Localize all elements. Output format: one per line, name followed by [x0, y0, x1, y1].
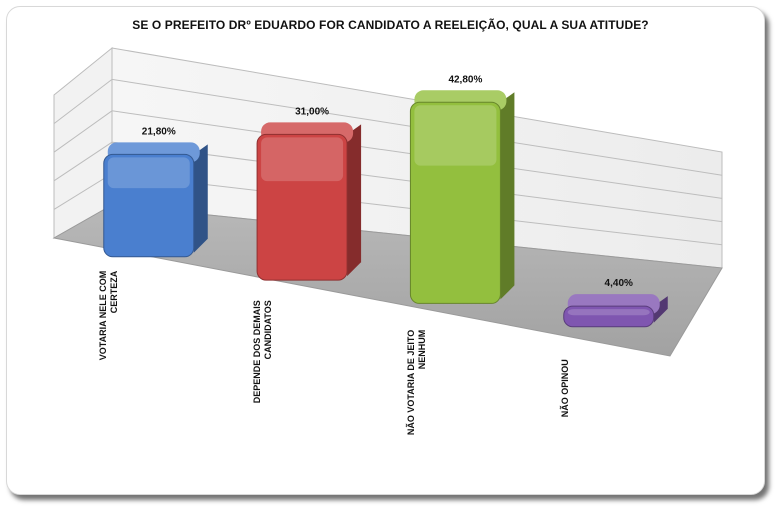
data-labels: 21,80% 31,00% 42,80% 4,40% — [142, 74, 633, 289]
bar-highlight — [567, 309, 650, 316]
category-label: VOTARIA NELE COMCERTEZA — [98, 270, 119, 360]
category-labels: VOTARIA NELE COMCERTEZA DEPENDE DOS DEMAI… — [98, 270, 570, 435]
category-label-line: CANDIDATOS — [263, 300, 273, 359]
category-label-line: DEPENDE DOS DEMAIS — [252, 300, 262, 403]
data-label: 42,80% — [448, 74, 482, 85]
bar-highlight — [414, 105, 497, 166]
chart-title: SE O PREFEITO DRº EDUARDO FOR CANDIDATO … — [132, 18, 649, 32]
bar-3 — [563, 294, 668, 328]
bar-side — [193, 144, 208, 253]
category-label-line: NÃO OPINOU — [560, 359, 570, 417]
gridline — [53, 78, 723, 176]
category-label-line: NENHUM — [417, 330, 427, 370]
bar-side — [653, 296, 668, 323]
category-label: NÃO OPINOU — [560, 359, 570, 417]
data-label: 31,00% — [295, 106, 329, 117]
bar-2 — [409, 90, 515, 304]
data-label: 21,80% — [142, 126, 176, 137]
bar-front — [563, 305, 655, 328]
bar-side — [347, 124, 362, 277]
bar-1 — [256, 122, 362, 281]
gridline — [53, 110, 723, 199]
bar-front — [256, 133, 348, 281]
bars — [103, 90, 668, 328]
category-label: DEPENDE DOS DEMAISCANDIDATOS — [252, 300, 273, 403]
bar-front — [103, 153, 195, 258]
gridlines — [53, 78, 723, 246]
category-label-line: CERTEZA — [109, 270, 119, 313]
bar-front — [409, 101, 501, 304]
data-label: 4,40% — [605, 278, 633, 289]
plot-floor — [52, 204, 723, 357]
bar-highlight — [261, 137, 344, 182]
bar-0 — [103, 142, 208, 258]
category-label-line: NÃO VOTARIA DE JEITO — [406, 330, 416, 435]
category-label: NÃO VOTARIA DE JEITONENHUM — [406, 330, 427, 435]
gridline — [53, 141, 723, 223]
bar-highlight — [107, 157, 190, 189]
floor — [52, 204, 723, 357]
category-label-line: VOTARIA NELE COM — [98, 271, 108, 361]
bar-side — [500, 92, 515, 300]
